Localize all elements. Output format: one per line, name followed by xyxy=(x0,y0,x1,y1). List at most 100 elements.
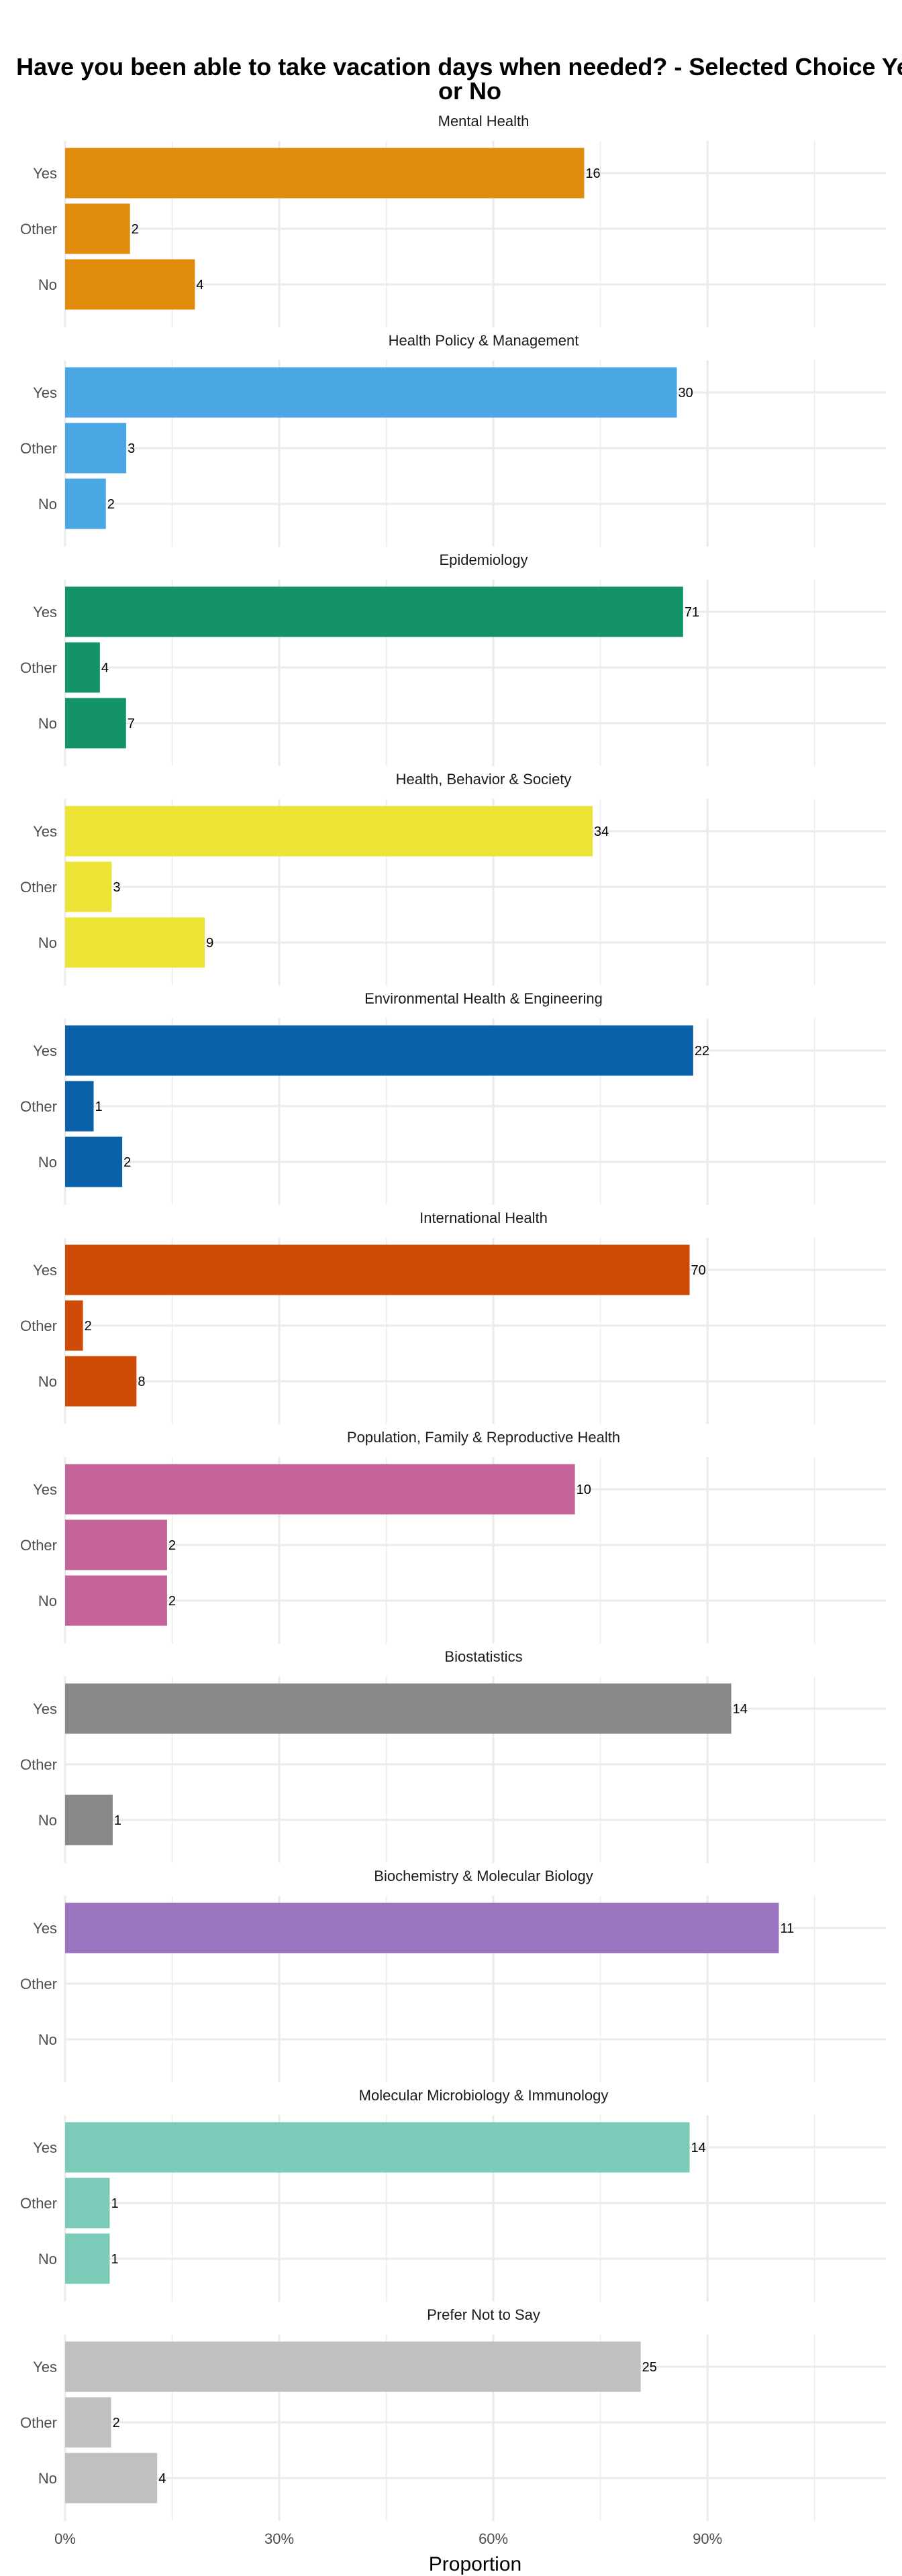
bar xyxy=(65,917,205,968)
bar xyxy=(65,259,195,310)
category-label: No xyxy=(38,496,57,513)
facet-strip-label: Molecular Microbiology & Immunology xyxy=(359,2087,609,2104)
bar xyxy=(65,586,683,637)
chart-title-line-1: Have you been able to take vacation days… xyxy=(16,53,902,80)
facet-strip-label: Prefer Not to Say xyxy=(427,2306,540,2323)
bar-value-label: 14 xyxy=(691,2141,706,2155)
facet-strip-label: International Health xyxy=(419,1210,548,1226)
bar xyxy=(65,1464,575,1515)
x-tick-label: 90% xyxy=(693,2530,722,2547)
category-label: Other xyxy=(20,440,57,457)
bar-value-label: 1 xyxy=(114,1813,121,1828)
category-label: Other xyxy=(20,879,57,896)
bar-value-label: 11 xyxy=(780,1921,794,1936)
bar xyxy=(65,2233,110,2284)
bar-value-label: 1 xyxy=(95,1099,103,1114)
bar xyxy=(65,367,677,418)
category-label: Other xyxy=(20,1756,57,1773)
bar xyxy=(65,1081,94,1132)
category-label: Yes xyxy=(33,165,57,182)
facet-strip-label: Environmental Health & Engineering xyxy=(364,990,603,1007)
category-label: Yes xyxy=(33,604,57,621)
bar xyxy=(65,478,106,529)
category-label: Other xyxy=(20,2195,57,2212)
category-label: No xyxy=(38,1373,57,1390)
bar-value-label: 4 xyxy=(158,2471,166,2486)
x-tick-label: 0% xyxy=(54,2530,76,2547)
bar xyxy=(65,1794,113,1845)
bar xyxy=(65,1300,83,1351)
category-label: Yes xyxy=(33,2359,57,2375)
bar xyxy=(65,861,112,912)
bar xyxy=(65,642,100,693)
x-tick-label: 30% xyxy=(264,2530,294,2547)
category-label: No xyxy=(38,934,57,951)
bar xyxy=(65,1683,732,1734)
category-label: No xyxy=(38,715,57,732)
category-label: Other xyxy=(20,2414,57,2431)
bar-value-label: 70 xyxy=(691,1263,706,1278)
category-label: Yes xyxy=(33,1920,57,1937)
bar-value-label: 16 xyxy=(585,166,600,181)
category-label: Yes xyxy=(33,1042,57,1059)
bar-value-label: 14 xyxy=(733,1702,748,1717)
bar-value-label: 2 xyxy=(168,1594,176,1609)
bar-value-label: 4 xyxy=(101,661,109,676)
bar xyxy=(65,1136,123,1187)
bar xyxy=(65,2122,690,2173)
chart-title: Have you been able to take vacation days… xyxy=(16,53,902,105)
facet-strip-label: Population, Family & Reproductive Health xyxy=(347,1429,620,1446)
bar-value-label: 1 xyxy=(111,2196,118,2211)
bar xyxy=(65,1356,137,1407)
bar xyxy=(65,2453,158,2504)
bar-value-label: 30 xyxy=(679,386,693,400)
x-tick-label: 60% xyxy=(479,2530,508,2547)
category-label: No xyxy=(38,1593,57,1609)
bar-value-label: 10 xyxy=(577,1483,591,1497)
bar-value-label: 2 xyxy=(168,1538,176,1553)
facet-strip-label: Biostatistics xyxy=(444,1648,522,1665)
bar-value-label: 2 xyxy=(113,2416,120,2430)
bar xyxy=(65,423,127,474)
facet-strip-label: Biochemistry & Molecular Biology xyxy=(374,1868,593,1884)
bar xyxy=(65,148,585,199)
bar xyxy=(65,2341,641,2392)
category-label: Yes xyxy=(33,1481,57,1498)
bar xyxy=(65,1575,167,1626)
bar xyxy=(65,698,126,749)
bar-value-label: 3 xyxy=(128,441,135,456)
bar-value-label: 4 xyxy=(196,278,203,292)
category-label: Yes xyxy=(33,384,57,401)
category-label: No xyxy=(38,2470,57,2487)
facet-strip-label: Epidemiology xyxy=(439,551,528,568)
x-axis-label: Proportion xyxy=(429,2553,521,2575)
bar-value-label: 2 xyxy=(107,497,115,512)
category-label: Other xyxy=(20,1976,57,1992)
facet-strip-label: Mental Health xyxy=(438,113,530,129)
bar-value-label: 71 xyxy=(685,605,699,620)
bar xyxy=(65,2178,110,2229)
bar-value-label: 25 xyxy=(642,2360,657,2375)
category-label: No xyxy=(38,1812,57,1829)
category-label: No xyxy=(38,2031,57,2048)
bar-value-label: 3 xyxy=(113,880,120,895)
category-label: Other xyxy=(20,1537,57,1554)
category-label: Yes xyxy=(33,1701,57,1717)
bar-value-label: 34 xyxy=(594,824,609,839)
category-label: Other xyxy=(20,1098,57,1115)
category-label: Other xyxy=(20,221,57,237)
category-label: Other xyxy=(20,659,57,676)
category-label: No xyxy=(38,2251,57,2267)
bar-value-label: 8 xyxy=(138,1375,145,1389)
bar xyxy=(65,1902,779,1953)
chart-title-line-2: or No xyxy=(438,77,501,105)
category-label: No xyxy=(38,276,57,293)
category-label: Yes xyxy=(33,823,57,840)
bar-value-label: 1 xyxy=(111,2252,118,2267)
bar xyxy=(65,806,593,857)
bar-value-label: 2 xyxy=(123,1155,131,1170)
bar xyxy=(65,203,130,254)
category-label: Yes xyxy=(33,1262,57,1279)
